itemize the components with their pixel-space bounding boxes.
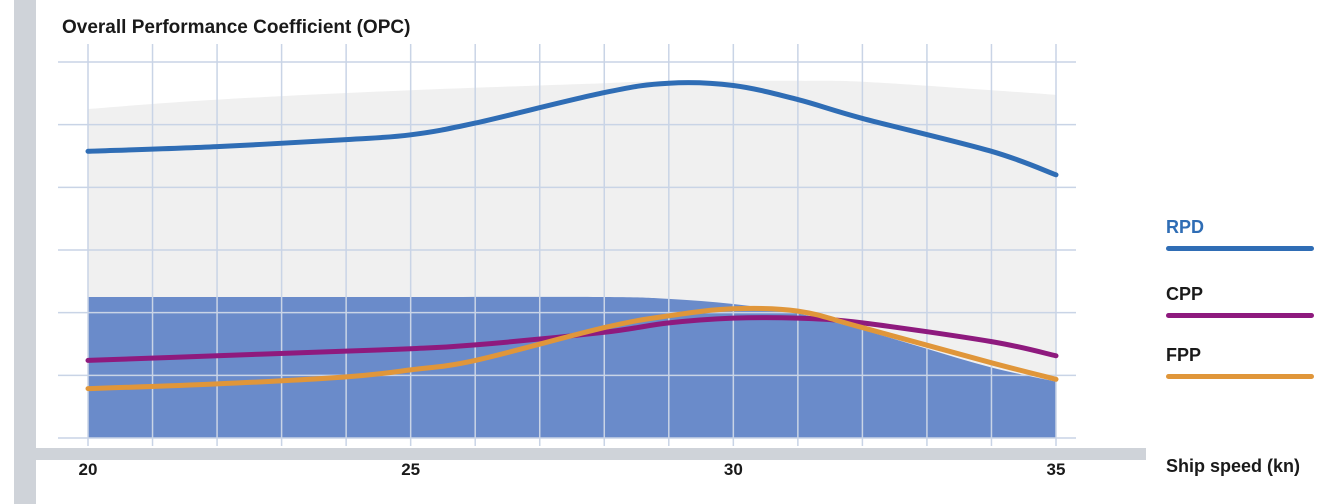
left-bar xyxy=(14,0,36,504)
grid-lines xyxy=(58,44,1076,446)
series-lines xyxy=(85,80,1059,392)
legend-item-cpp: CPP xyxy=(1166,284,1316,318)
legend-label-rpd: RPD xyxy=(1166,217,1205,237)
blue-area xyxy=(88,296,1056,438)
series-line-cpp xyxy=(85,315,1059,363)
x-tick-label: 30 xyxy=(724,460,743,479)
chart-title: Overall Performance Coefficient (OPC) xyxy=(62,17,411,38)
legend-label-cpp: CPP xyxy=(1166,284,1204,304)
x-tick-label: 20 xyxy=(79,460,98,479)
legend-line-rpd xyxy=(1166,246,1314,251)
legend-label-fpp: FPP xyxy=(1166,345,1202,365)
bottom-bar xyxy=(36,448,1146,460)
x-tick-labels: 20 25 30 35 xyxy=(79,460,1066,479)
series-line-fpp xyxy=(85,305,1059,392)
legend-line-fpp xyxy=(1166,374,1314,379)
x-axis-label: Ship speed (kn) xyxy=(1166,456,1301,476)
legend-item-rpd: RPD xyxy=(1166,217,1316,251)
legend-line-cpp xyxy=(1166,313,1314,318)
x-tick-label: 35 xyxy=(1047,460,1066,479)
x-tick-label: 25 xyxy=(401,460,420,479)
legend-item-fpp: FPP xyxy=(1166,345,1316,379)
series-line-rpd xyxy=(85,80,1059,178)
background-areas xyxy=(88,80,1056,438)
